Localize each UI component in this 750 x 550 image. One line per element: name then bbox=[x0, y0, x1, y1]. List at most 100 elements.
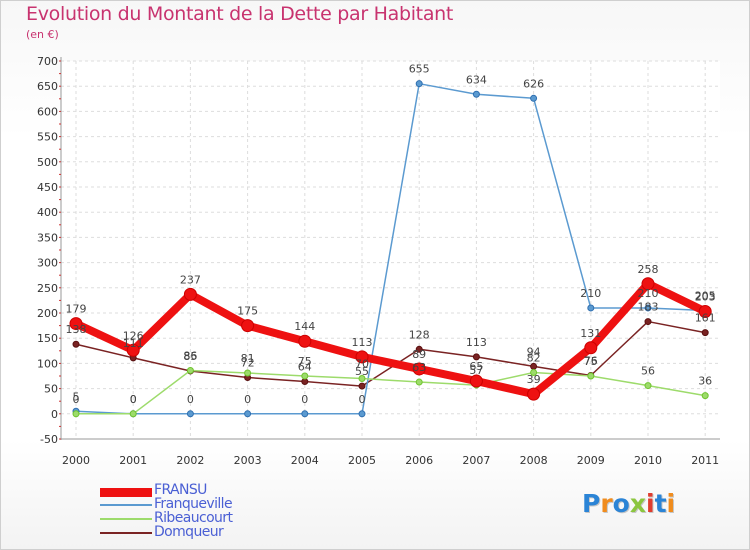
x-tick-label: 2011 bbox=[691, 454, 719, 467]
data-label: 0 bbox=[130, 393, 137, 406]
data-label: 94 bbox=[527, 345, 541, 358]
data-point bbox=[358, 375, 366, 383]
data-label: 210 bbox=[580, 287, 601, 300]
data-point bbox=[183, 287, 197, 301]
y-tick-label: 150 bbox=[37, 332, 58, 345]
y-tick-label: 500 bbox=[37, 156, 58, 169]
chart-title: Evolution du Montant de la Dette par Hab… bbox=[26, 3, 454, 25]
y-tick-label: 350 bbox=[37, 231, 58, 244]
legend-swatch bbox=[100, 504, 152, 506]
x-tick-label: 2006 bbox=[405, 454, 433, 467]
data-label: 0 bbox=[187, 393, 194, 406]
data-point bbox=[69, 317, 83, 331]
data-label: 64 bbox=[298, 361, 312, 374]
series-line-domqueur bbox=[75, 320, 706, 387]
logo-letter: o bbox=[612, 489, 630, 518]
data-point bbox=[301, 372, 309, 380]
data-label: 72 bbox=[241, 357, 255, 370]
x-tick-label: 2010 bbox=[634, 454, 662, 467]
logo-letter: i bbox=[646, 489, 655, 518]
data-point bbox=[698, 304, 712, 318]
data-point bbox=[358, 382, 366, 390]
x-tick-label: 2008 bbox=[520, 454, 548, 467]
data-point bbox=[641, 277, 655, 291]
data-label: 205 bbox=[695, 289, 716, 302]
data-point bbox=[412, 362, 426, 376]
data-point bbox=[129, 410, 137, 418]
data-label: 183 bbox=[638, 301, 659, 314]
legend-label: Franqueville bbox=[154, 496, 233, 512]
data-label: 86 bbox=[183, 349, 197, 362]
data-label: 0 bbox=[130, 393, 137, 406]
data-point bbox=[584, 341, 598, 355]
x-tick-label: 2000 bbox=[62, 454, 90, 467]
logo-letter: x bbox=[629, 489, 646, 518]
data-point bbox=[587, 304, 595, 312]
legend-label: Ribeaucourt bbox=[154, 510, 233, 526]
data-label: 237 bbox=[180, 273, 201, 286]
data-point bbox=[358, 410, 366, 418]
series-line-ribeaucourt bbox=[75, 369, 706, 415]
x-tick-label: 2004 bbox=[291, 454, 319, 467]
data-label: 161 bbox=[695, 312, 716, 325]
data-label: 39 bbox=[527, 373, 541, 386]
data-point bbox=[530, 368, 538, 376]
x-tick-label: 2003 bbox=[234, 454, 262, 467]
data-point bbox=[244, 410, 252, 418]
data-point bbox=[298, 334, 312, 348]
data-label: 76 bbox=[584, 354, 598, 367]
data-point bbox=[301, 410, 309, 418]
y-tick-label: 200 bbox=[37, 307, 58, 320]
legend-label: FRANSU bbox=[154, 482, 207, 498]
data-label: 144 bbox=[294, 320, 315, 333]
y-tick-label: -50 bbox=[40, 433, 58, 446]
data-point bbox=[644, 304, 652, 312]
data-label: 70 bbox=[355, 358, 369, 371]
data-label: 0 bbox=[73, 393, 80, 406]
x-tick-label: 2001 bbox=[119, 454, 147, 467]
logo-letter: t bbox=[654, 489, 667, 518]
y-tick-label: 100 bbox=[37, 357, 58, 370]
logo-letter: r bbox=[600, 489, 613, 518]
y-tick-label: 700 bbox=[37, 55, 58, 68]
data-label: 634 bbox=[466, 73, 487, 86]
data-point bbox=[126, 343, 140, 357]
y-tick-label: 250 bbox=[37, 282, 58, 295]
data-label: 75 bbox=[584, 355, 598, 368]
data-label: 111 bbox=[123, 337, 144, 350]
data-label: 85 bbox=[183, 350, 197, 363]
y-tick-label: 0 bbox=[51, 408, 58, 421]
data-point bbox=[701, 392, 709, 400]
data-point bbox=[530, 94, 538, 102]
data-point bbox=[72, 410, 80, 418]
data-label: 63 bbox=[412, 361, 426, 374]
data-label: 113 bbox=[352, 336, 373, 349]
x-tick-label: 2002 bbox=[176, 454, 204, 467]
data-label: 131 bbox=[580, 327, 601, 340]
legend-swatch bbox=[100, 488, 152, 497]
data-point bbox=[186, 410, 194, 418]
data-label: 0 bbox=[359, 393, 366, 406]
data-label: 126 bbox=[123, 329, 144, 342]
chart-unit-label: (en €) bbox=[26, 28, 59, 41]
x-tick-label: 2007 bbox=[462, 454, 490, 467]
data-label: 138 bbox=[66, 323, 87, 336]
data-label: 56 bbox=[641, 365, 655, 378]
data-point bbox=[472, 90, 480, 98]
data-point bbox=[701, 329, 709, 337]
data-label: 75 bbox=[298, 355, 312, 368]
data-point bbox=[415, 378, 423, 386]
data-point bbox=[644, 318, 652, 326]
y-tick-label: 300 bbox=[37, 257, 58, 270]
data-label: 5 bbox=[73, 390, 80, 403]
data-label: 57 bbox=[469, 364, 483, 377]
legend-label: Domqueur bbox=[154, 524, 224, 540]
data-label: 89 bbox=[412, 348, 426, 361]
series-line-fransu bbox=[72, 279, 710, 399]
data-label: 128 bbox=[409, 328, 430, 341]
data-label: 36 bbox=[698, 375, 712, 388]
data-point bbox=[355, 350, 369, 364]
x-tick-label: 2009 bbox=[577, 454, 605, 467]
data-label: 203 bbox=[695, 290, 716, 303]
